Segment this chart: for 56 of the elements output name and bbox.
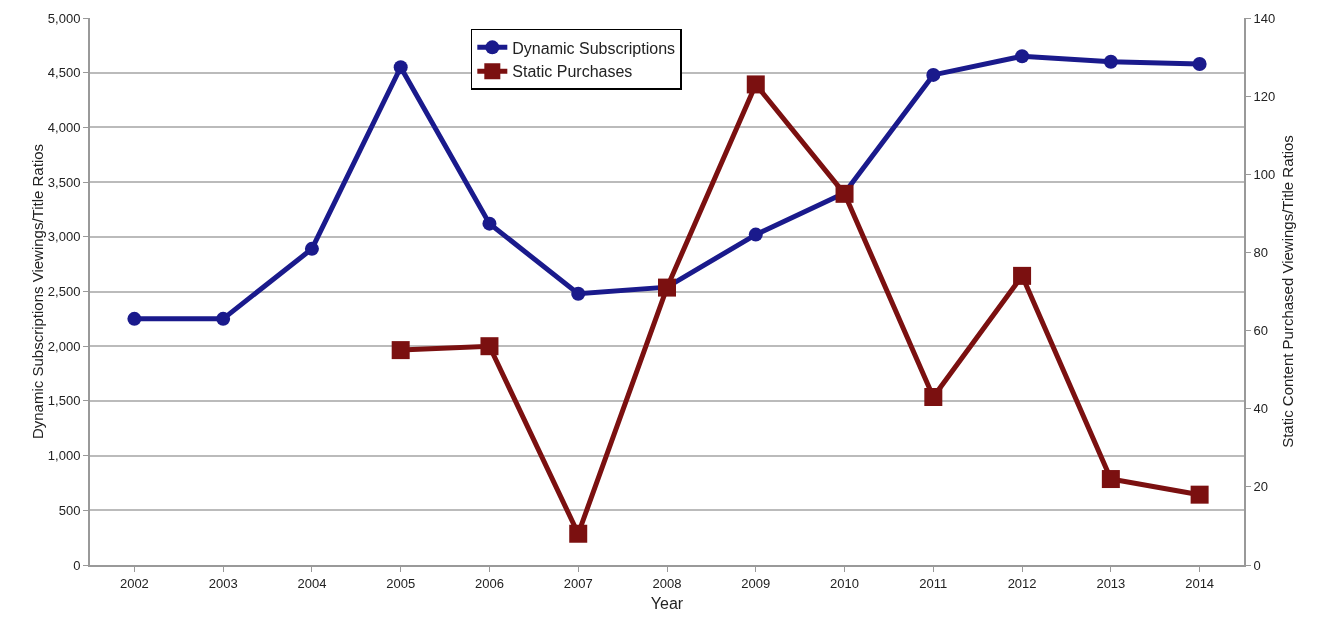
y2-tick-label: 20: [1253, 479, 1269, 495]
y-tick-label: 2,000: [47, 338, 81, 354]
point: [216, 311, 231, 326]
x-tick-label: 2013: [1096, 575, 1126, 591]
point: [1101, 470, 1120, 489]
x-tick-label: 2008: [652, 575, 682, 591]
y2-tick-label: 60: [1253, 323, 1269, 339]
point: [1015, 49, 1030, 64]
point: [748, 227, 763, 242]
y-tick-label: 4,000: [47, 119, 81, 135]
point: [1190, 485, 1209, 504]
y-tick-label: 4,500: [47, 65, 81, 81]
legend-label: Dynamic Subscriptions: [512, 39, 676, 57]
x-tick-label: 2002: [119, 575, 149, 591]
x-tick-label: 2004: [297, 575, 327, 591]
point: [569, 524, 588, 543]
y2-tick-label: 100: [1253, 166, 1276, 182]
x-tick-label: 2009: [741, 575, 771, 591]
y2-tick-label: 40: [1253, 401, 1269, 417]
y2-tick-label: 80: [1253, 244, 1269, 260]
x-tick-label: 2011: [919, 575, 948, 591]
x-tick-label: 2014: [1185, 575, 1215, 591]
legend-label: Static Purchases: [512, 63, 633, 81]
point: [482, 216, 497, 231]
y-tick-label: 5,000: [47, 10, 81, 26]
point: [746, 75, 765, 94]
point: [926, 67, 941, 82]
y-tick-label: 2,500: [47, 284, 81, 300]
point: [1103, 54, 1118, 69]
y-tick-label: 1,500: [47, 393, 81, 409]
point: [127, 311, 142, 326]
point: [393, 60, 408, 75]
point: [391, 341, 410, 360]
point: [924, 387, 943, 406]
point: [304, 241, 319, 256]
x-tick-label: 2007: [563, 575, 593, 591]
y-axis-title: Dynamic Subscriptions Viewings/Title Ratios: [28, 143, 46, 440]
y-tick-label: 3,000: [47, 229, 81, 245]
x-tick-label: 2006: [475, 575, 504, 591]
point: [1013, 266, 1032, 285]
x-tick-label: 2003: [208, 575, 238, 591]
point: [571, 286, 586, 301]
y-tick-label: 0: [73, 557, 81, 573]
y2-tick-label: 120: [1253, 88, 1276, 104]
y-tick-label: 500: [58, 502, 81, 518]
y2-axis-title: Static Content Purchased Viewings/Title Ratios: [1278, 135, 1296, 448]
y2-tick-label: 140: [1253, 10, 1276, 26]
point: [1192, 56, 1207, 71]
point: [480, 337, 499, 356]
x-tick-label: 2005: [386, 575, 416, 591]
y-tick-label: 1,000: [47, 448, 81, 464]
y-tick-label: 3,500: [47, 174, 81, 190]
y2-tick-label: 0: [1253, 557, 1261, 573]
x-tick-label: 2010: [830, 575, 859, 591]
x-tick-label: 2012: [1007, 575, 1037, 591]
x-axis-title: Year: [650, 594, 684, 612]
